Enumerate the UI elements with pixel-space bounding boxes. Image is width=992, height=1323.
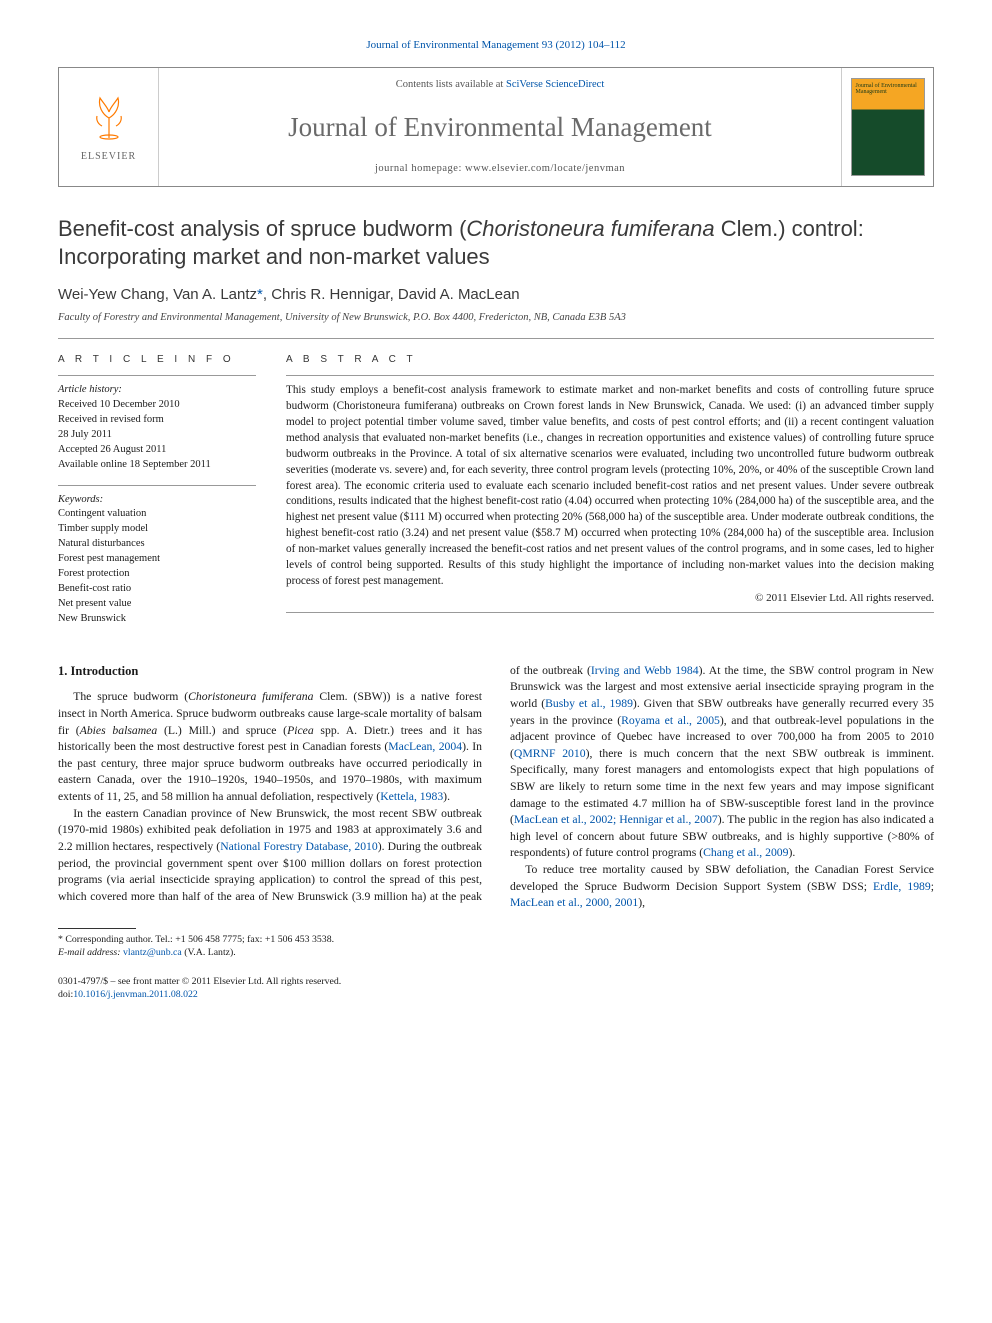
t: ). (443, 790, 450, 803)
publisher-name: ELSEVIER (81, 150, 136, 164)
cover-thumb-title: Journal of Environmental Management (856, 83, 920, 96)
article-info-column: A R T I C L E I N F O Article history: R… (58, 353, 256, 627)
divider-rule (58, 338, 934, 339)
keyword: Contingent valuation (58, 507, 256, 522)
citation-link[interactable]: Busby et al., 1989 (545, 697, 633, 710)
species-italic: Abies balsamea (80, 724, 158, 737)
masthead-center: Contents lists available at SciVerse Sci… (159, 68, 841, 186)
contents-available-line: Contents lists available at SciVerse Sci… (396, 78, 604, 92)
keyword: Net present value (58, 597, 256, 612)
history-revised-label: Received in revised form (58, 413, 256, 428)
sciencedirect-link[interactable]: SciVerse ScienceDirect (506, 79, 604, 90)
doi-link[interactable]: 10.1016/j.jenvman.2011.08.022 (73, 989, 198, 1000)
history-head: Article history: (58, 383, 256, 398)
species-italic: Picea (287, 724, 314, 737)
author-list: Wei-Yew Chang, Van A. Lantz*, Chris R. H… (58, 285, 934, 305)
article-meta-row: A R T I C L E I N F O Article history: R… (58, 353, 934, 627)
citation-link[interactable]: National Forestry Database, 2010 (220, 840, 378, 853)
t: ). (789, 846, 796, 859)
section-1-heading: 1. Introduction (58, 663, 482, 681)
keyword: New Brunswick (58, 612, 256, 627)
history-revised-date: 28 July 2011 (58, 428, 256, 443)
abstract-rule (286, 375, 934, 376)
keyword: Forest pest management (58, 552, 256, 567)
email-link[interactable]: vlantz@unb.ca (123, 947, 182, 958)
homepage-url[interactable]: www.elsevier.com/locate/jenvman (465, 163, 625, 174)
journal-masthead: ELSEVIER Contents lists available at Sci… (58, 67, 934, 187)
citation-link[interactable]: MacLean et al., 2002; Hennigar et al., 2… (514, 813, 718, 826)
abstract-text: This study employs a benefit-cost analys… (286, 383, 934, 590)
contents-prefix: Contents lists available at (396, 79, 506, 90)
running-head: Journal of Environmental Management 93 (… (58, 38, 934, 53)
footnote-separator (58, 928, 136, 929)
copyright-line: © 2011 Elsevier Ltd. All rights reserved… (286, 591, 934, 606)
issn-line: 0301-4797/$ – see front matter © 2011 El… (58, 975, 488, 988)
body-paragraph: To reduce tree mortality caused by SBW d… (510, 862, 934, 912)
footnotes: * Corresponding author. Tel.: +1 506 458… (58, 933, 934, 959)
body-two-column: 1. Introduction The spruce budworm (Chor… (58, 663, 934, 912)
journal-homepage-line: journal homepage: www.elsevier.com/locat… (375, 162, 625, 176)
corresponding-author-footnote: * Corresponding author. Tel.: +1 506 458… (58, 933, 934, 946)
authors-a: Wei-Yew Chang, Van A. Lantz (58, 286, 257, 303)
citation-link[interactable]: QMRNF 2010 (514, 747, 586, 760)
publisher-logo-block: ELSEVIER (59, 68, 159, 186)
email-footnote: E-mail address: vlantz@unb.ca (V.A. Lant… (58, 946, 934, 959)
abstract-column: A B S T R A C T This study employs a ben… (286, 353, 934, 627)
article-title: Benefit-cost analysis of spruce budworm … (58, 215, 934, 271)
citation-link[interactable]: Royama et al., 2005 (621, 714, 720, 727)
t: The spruce budworm ( (73, 690, 188, 703)
t: ; (931, 880, 934, 893)
keyword: Forest protection (58, 567, 256, 582)
authors-b: , Chris R. Hennigar, David A. MacLean (263, 286, 520, 303)
citation-link[interactable]: MacLean, 2004 (388, 740, 462, 753)
history-online: Available online 18 September 2011 (58, 458, 256, 473)
t: To reduce tree mortality caused by SBW d… (510, 863, 934, 893)
keywords-block: Keywords: Contingent valuation Timber su… (58, 493, 256, 627)
body-paragraph: The spruce budworm (Choristoneura fumife… (58, 689, 482, 805)
page-footer: 0301-4797/$ – see front matter © 2011 El… (58, 975, 934, 1001)
abstract-label: A B S T R A C T (286, 353, 934, 367)
journal-cover-thumb: Journal of Environmental Management (851, 78, 925, 176)
article-info-label: A R T I C L E I N F O (58, 353, 256, 367)
keyword: Timber supply model (58, 522, 256, 537)
email-label: E-mail address: (58, 947, 123, 958)
citation-link[interactable]: MacLean et al., 2000, 2001 (510, 896, 638, 909)
citation-link[interactable]: Erdle, 1989 (873, 880, 931, 893)
title-species-italic: Choristoneura fumiferana (466, 216, 714, 241)
doi-label: doi: (58, 989, 73, 1000)
t: ), (638, 896, 645, 909)
doi-line: doi:10.1016/j.jenvman.2011.08.022 (58, 988, 488, 1001)
kw-rule (58, 485, 256, 486)
homepage-prefix: journal homepage: (375, 163, 465, 174)
species-italic: Choristoneura fumiferana (188, 690, 313, 703)
keyword: Benefit-cost ratio (58, 582, 256, 597)
abstract-bottom-rule (286, 612, 934, 613)
email-tail: (V.A. Lantz). (182, 947, 236, 958)
keyword: Natural disturbances (58, 537, 256, 552)
affiliation: Faculty of Forestry and Environmental Ma… (58, 311, 934, 325)
citation-link[interactable]: Irving and Webb 1984 (591, 664, 699, 677)
citation-link[interactable]: Chang et al., 2009 (703, 846, 788, 859)
journal-name: Journal of Environmental Management (288, 109, 712, 145)
info-rule (58, 375, 256, 376)
history-accepted: Accepted 26 August 2011 (58, 443, 256, 458)
keywords-head: Keywords: (58, 493, 256, 508)
history-received: Received 10 December 2010 (58, 398, 256, 413)
citation-link[interactable]: Kettela, 1983 (380, 790, 443, 803)
article-history: Article history: Received 10 December 20… (58, 383, 256, 472)
elsevier-tree-icon (84, 90, 134, 148)
title-part-a: Benefit-cost analysis of spruce budworm … (58, 216, 466, 241)
t: (L.) Mill.) and spruce ( (157, 724, 287, 737)
cover-thumb-block: Journal of Environmental Management (841, 68, 933, 186)
